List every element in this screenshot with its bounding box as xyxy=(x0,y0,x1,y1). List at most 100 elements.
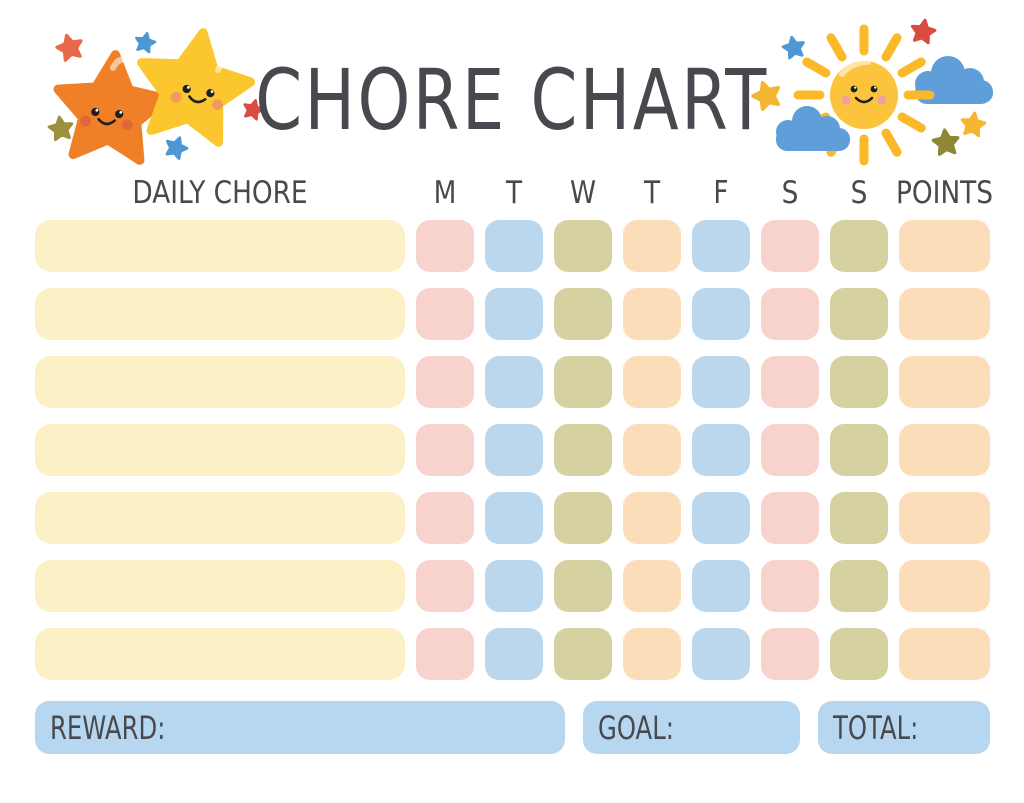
day-cell-m-1[interactable] xyxy=(416,628,474,680)
day-cell-f-5[interactable] xyxy=(692,356,750,408)
reward-field[interactable]: REWARD: xyxy=(35,701,565,754)
points-cell[interactable] xyxy=(899,288,990,340)
day-cell-m-1[interactable] xyxy=(416,288,474,340)
chore-row-3 xyxy=(0,356,1024,408)
day-cell-s-6[interactable] xyxy=(761,356,819,408)
day-cell-t-2[interactable] xyxy=(485,492,543,544)
chore-row-4 xyxy=(0,424,1024,476)
day-cell-t-4[interactable] xyxy=(623,492,681,544)
day-cell-w-3[interactable] xyxy=(554,628,612,680)
day-cell-f-5[interactable] xyxy=(692,628,750,680)
day-cell-t-2[interactable] xyxy=(485,356,543,408)
day-cell-s-7[interactable] xyxy=(830,560,888,612)
day-cell-w-3[interactable] xyxy=(554,356,612,408)
points-cell[interactable] xyxy=(899,424,990,476)
day-cell-t-2[interactable] xyxy=(485,560,543,612)
day-cell-f-5[interactable] xyxy=(692,220,750,272)
chore-row-7 xyxy=(0,628,1024,680)
small-star-icon xyxy=(908,16,938,46)
day-header-2: T xyxy=(505,175,523,211)
day-cell-t-2[interactable] xyxy=(485,628,543,680)
small-star-icon xyxy=(132,29,158,55)
chore-row-2 xyxy=(0,288,1024,340)
day-cell-s-6[interactable] xyxy=(761,560,819,612)
day-cell-w-3[interactable] xyxy=(554,288,612,340)
cloud-icon xyxy=(776,106,850,151)
star-highlight xyxy=(215,58,239,73)
sun-icon xyxy=(830,59,898,129)
day-header-5: F xyxy=(713,175,729,211)
day-cell-t-4[interactable] xyxy=(623,288,681,340)
day-header-6: S xyxy=(781,175,799,211)
goal-field[interactable]: GOAL: xyxy=(583,701,800,754)
day-cell-t-4[interactable] xyxy=(623,356,681,408)
chore-name-cell[interactable] xyxy=(35,220,405,272)
yellow-star-face xyxy=(170,84,223,110)
day-cell-f-5[interactable] xyxy=(692,492,750,544)
reward-label: REWARD: xyxy=(50,708,166,747)
day-cell-m-1[interactable] xyxy=(416,560,474,612)
day-cell-s-7[interactable] xyxy=(830,356,888,408)
chore-name-cell[interactable] xyxy=(35,492,405,544)
day-cell-t-4[interactable] xyxy=(623,424,681,476)
day-cell-t-2[interactable] xyxy=(485,288,543,340)
chore-row-5 xyxy=(0,492,1024,544)
day-cell-s-7[interactable] xyxy=(830,424,888,476)
total-label: TOTAL: xyxy=(833,708,919,747)
chore-name-cell[interactable] xyxy=(35,424,405,476)
points-cell[interactable] xyxy=(899,356,990,408)
day-cell-s-6[interactable] xyxy=(761,492,819,544)
smiling-stars-icon xyxy=(46,20,267,170)
day-cell-s-6[interactable] xyxy=(761,424,819,476)
day-cell-t-2[interactable] xyxy=(485,220,543,272)
day-header-1: M xyxy=(433,175,457,211)
footer-row: REWARD: GOAL: TOTAL: xyxy=(0,701,1024,754)
day-cell-w-3[interactable] xyxy=(554,424,612,476)
daily-chore-header: DAILY CHORE xyxy=(132,175,308,211)
day-cell-s-7[interactable] xyxy=(830,288,888,340)
points-header: POINTS xyxy=(896,175,993,211)
chore-name-cell[interactable] xyxy=(35,628,405,680)
day-cell-f-5[interactable] xyxy=(692,288,750,340)
chore-name-cell[interactable] xyxy=(35,288,405,340)
day-cell-s-7[interactable] xyxy=(830,220,888,272)
smiling-sun-clouds-icon xyxy=(748,16,993,166)
points-cell[interactable] xyxy=(899,220,990,272)
day-cell-t-2[interactable] xyxy=(485,424,543,476)
small-star-icon xyxy=(958,110,988,138)
total-field[interactable]: TOTAL: xyxy=(818,701,990,754)
cloud-icon xyxy=(915,56,993,104)
day-cell-w-3[interactable] xyxy=(554,492,612,544)
small-star-icon xyxy=(53,30,87,63)
day-cell-s-7[interactable] xyxy=(830,492,888,544)
small-star-icon xyxy=(780,33,808,61)
day-cell-s-6[interactable] xyxy=(761,628,819,680)
day-header-4: T xyxy=(643,175,661,211)
day-cell-m-1[interactable] xyxy=(416,424,474,476)
star-highlight xyxy=(110,56,132,71)
orange-star-face xyxy=(80,107,133,131)
day-cell-f-5[interactable] xyxy=(692,424,750,476)
chore-name-cell[interactable] xyxy=(35,560,405,612)
points-cell[interactable] xyxy=(899,560,990,612)
day-cell-m-1[interactable] xyxy=(416,220,474,272)
day-cell-s-6[interactable] xyxy=(761,220,819,272)
chore-row-6 xyxy=(0,560,1024,612)
chore-row-1 xyxy=(0,220,1024,272)
day-cell-w-3[interactable] xyxy=(554,560,612,612)
day-cell-s-6[interactable] xyxy=(761,288,819,340)
day-cell-f-5[interactable] xyxy=(692,560,750,612)
day-cell-t-4[interactable] xyxy=(623,628,681,680)
points-cell[interactable] xyxy=(899,628,990,680)
day-cell-m-1[interactable] xyxy=(416,492,474,544)
day-header-3: W xyxy=(569,175,597,211)
points-cell[interactable] xyxy=(899,492,990,544)
chore-name-cell[interactable] xyxy=(35,356,405,408)
day-cell-m-1[interactable] xyxy=(416,356,474,408)
day-cell-t-4[interactable] xyxy=(623,560,681,612)
day-cell-t-4[interactable] xyxy=(623,220,681,272)
day-cell-s-7[interactable] xyxy=(830,628,888,680)
day-cell-w-3[interactable] xyxy=(554,220,612,272)
goal-label: GOAL: xyxy=(598,708,674,747)
